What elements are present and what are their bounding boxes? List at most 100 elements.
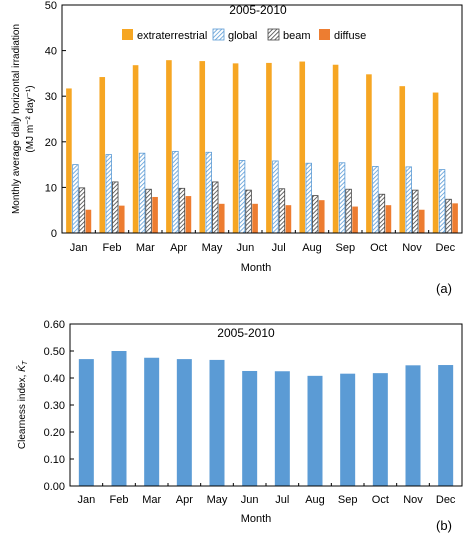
chart-a-bar-extraterrestrial [332,64,339,234]
chart-a-ytick-label: 50 [45,0,57,12]
chart-b-title: 2005-2010 [217,326,275,340]
chart-b-bar [176,359,192,486]
chart-a-legend: extraterrestrial global beam diffuse [122,28,366,42]
chart-a-bar-global [405,166,412,234]
chart-a-xtick-label: Jun [236,242,254,254]
chart-a-bar-beam [145,188,152,234]
chart-a-bar-extraterrestrial [299,61,306,233]
chart-a-bar-diffuse [352,206,358,233]
chart-a-xtick-label: Jan [70,242,88,254]
chart-a-title: 2005-2010 [229,3,287,17]
chart-b-xtick-label: Apr [176,494,193,506]
chart-a-xtick-label: Nov [402,242,422,254]
chart-a-ytick-label: 10 [45,182,57,194]
chart-a-legend-label-global: global [228,30,257,42]
chart-a-ytick-label: 40 [45,46,57,58]
chart-b-xtick-label: Jan [77,494,95,506]
chart-a-bar-global [138,152,146,234]
chart-b-bar [274,371,290,486]
chart-b-bar [405,365,421,486]
chart-a-bar-extraterrestrial [199,61,206,234]
chart-a-ytick-label: 20 [45,137,57,149]
chart-a-legend-swatch-extraterrestrial [122,29,133,40]
chart-a-bar-extraterrestrial [232,63,239,234]
chart-b-ylabel-text: Clearness index, [17,375,28,449]
chart-a-bar-beam [178,187,186,234]
chart-b-bar [242,370,258,486]
chart-a-bar-beam [412,189,419,234]
chart-b-xtick-label: Nov [403,494,423,506]
chart-a-bar-diffuse [218,203,225,233]
chart-a-bar-extraterrestrial [166,60,172,234]
chart-a-xtick-label: Aug [302,242,322,254]
chart-a-plot-frame [61,4,463,234]
chart-a-bar-beam [78,187,86,234]
chart-a-legend-swatch-diffuse [319,29,330,40]
chart-b-xtick-label: Feb [110,494,129,506]
chart-a-bar-extraterrestrial [132,65,139,233]
chart-b-panel-label: (b) [436,518,452,533]
chart-b-plot-frame [69,323,463,487]
chart-a-bar-diffuse [318,200,325,233]
chart-a-ylabel: Monthly average daily horizontal irradia… [11,24,22,214]
chart-a-bar-global [105,154,112,234]
chart-b-bar [144,357,160,486]
chart-a-xtick-label: Dec [436,242,456,254]
chart-a-bar-diffuse [85,209,92,233]
chart-b-ylabel-symbol: K̄ [15,364,28,372]
chart-a-xtick-label: Apr [170,242,187,254]
chart-b-bar [307,375,323,486]
chart-b-ytick-label: 0.20 [44,427,65,439]
chart-a-bar-beam [312,195,319,234]
chart-b-bar [209,359,225,486]
chart-a-bar-diffuse [418,209,425,233]
chart-a-xtick-label: Jul [272,242,286,254]
chart-b-ytick-label: 0.10 [44,454,65,466]
chart-a-bar-extraterrestrial [99,77,106,233]
chart-b-bar [340,373,356,486]
chart-a-bar-beam [245,189,252,234]
chart-a-bar-beam [112,181,119,234]
chart-a-bar-global [372,166,379,234]
chart-b-ylabel: Clearness index, K̄T [15,360,29,449]
chart-a-panel-label: (a) [436,281,452,296]
chart-b-bar [111,351,127,486]
chart-a-bar-diffuse [118,205,125,233]
chart-a-xlabel: Month [241,262,272,274]
chart-b-xlabel: Month [241,513,272,525]
chart-b-xtick-label: May [207,494,228,506]
chart-a-legend-label-beam: beam [283,30,311,42]
chart-a-xtick-label: Feb [103,242,122,254]
chart-a-bar-global [72,164,79,234]
chart-a-bar-global [338,162,346,234]
chart-a-bar-diffuse [452,203,458,233]
chart-a-bar-global [205,151,212,234]
chart-a-xtick-label: Mar [136,242,155,254]
chart-a-bar-global [238,160,246,234]
chart-a-bar-diffuse [185,196,192,233]
chart-b-xtick-label: Dec [436,494,456,506]
chart-a-bar-diffuse [152,196,158,233]
chart-a-bar-global [172,150,179,234]
chart-a-bar-global [272,160,279,234]
chart-a-bar-global [305,162,312,234]
chart-a-bar-extraterrestrial [66,88,72,233]
chart-a-ytick-label: 30 [45,91,57,103]
chart-b-ytick-label: 0.30 [44,400,65,412]
chart-b-xtick-label: Jul [275,494,289,506]
chart-a-legend-label-diffuse: diffuse [334,30,366,42]
chart-a-bar-diffuse [285,205,292,233]
chart-a-legend-label-extraterrestrial: extraterrestrial [137,30,207,42]
chart-b-xtick-label: Mar [142,494,161,506]
chart-a-bar-beam [278,188,286,234]
chart-b-ytick-label: 0.60 [44,319,65,331]
chart-a-bar-diffuse [252,203,258,233]
chart-b-ytick-label: 0.40 [44,373,65,385]
chart-a-bar-beam [445,198,452,234]
chart-b-bar [438,365,454,486]
chart-a-bar-beam [378,193,386,234]
panel-a-irradiation-chart: 2005-2010 Monthly average daily horizont… [11,0,463,296]
chart-a-xtick-label: Oct [370,242,387,254]
chart-b-xtick-label: Oct [372,494,389,506]
